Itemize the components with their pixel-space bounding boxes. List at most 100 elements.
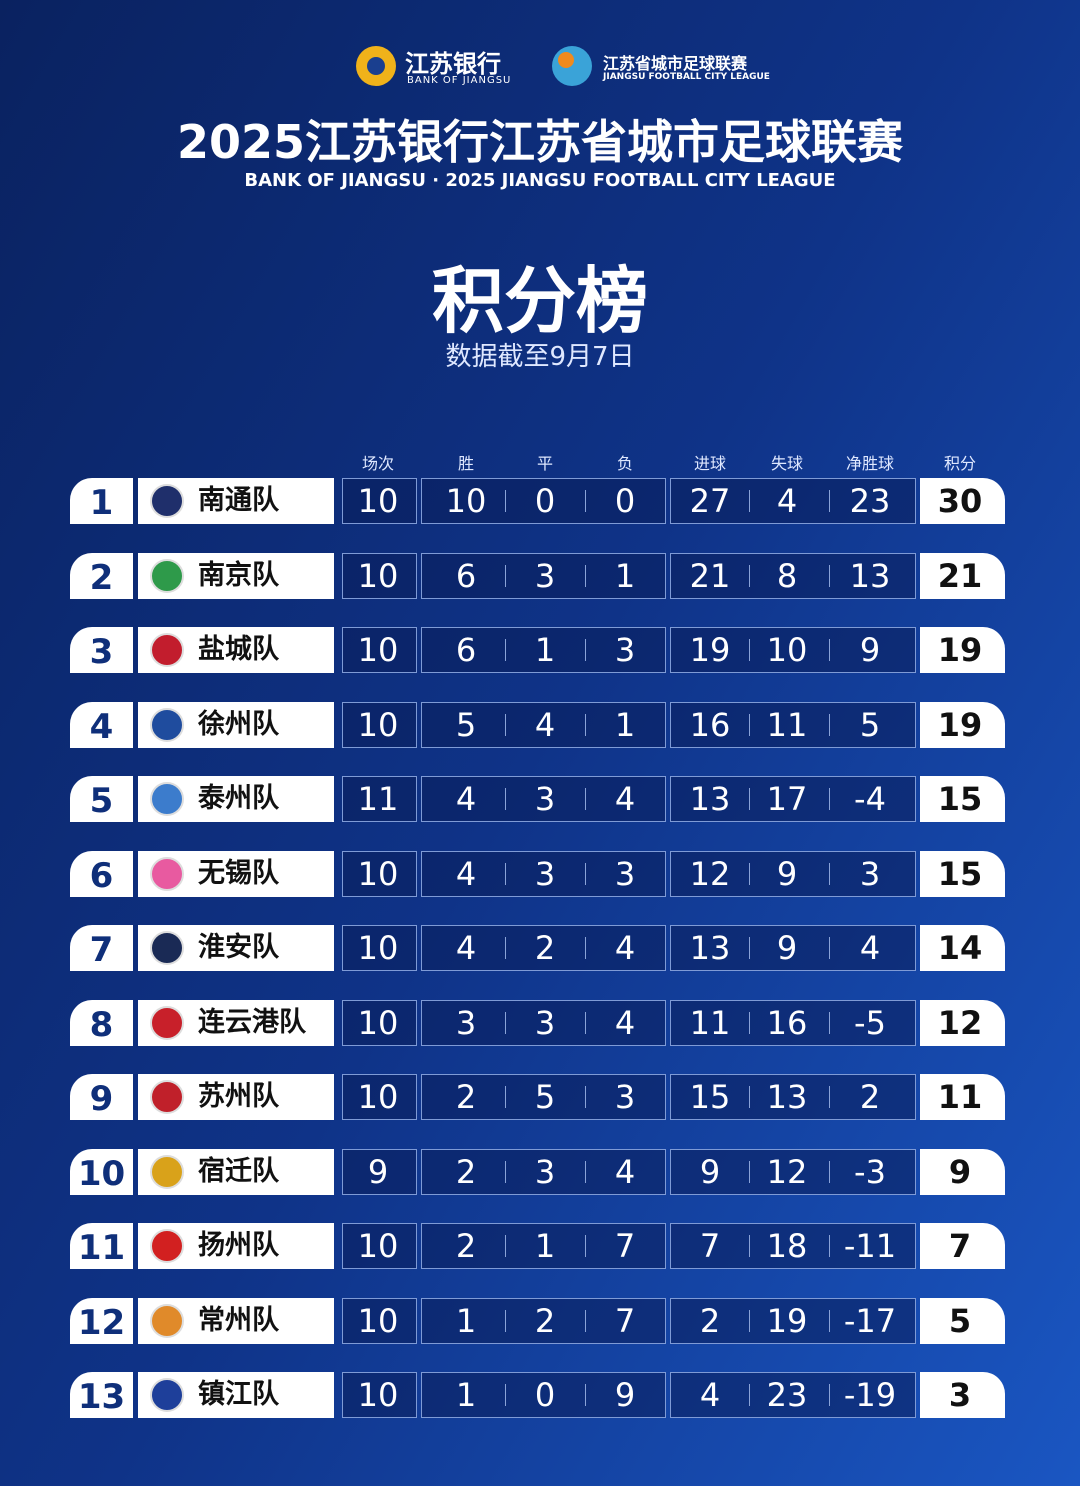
stat-group bbox=[421, 1297, 666, 1344]
stat: 27 bbox=[689, 482, 731, 520]
points-box bbox=[920, 850, 1005, 897]
stat: 2 bbox=[699, 1301, 721, 1340]
stat: 4 bbox=[614, 1152, 636, 1191]
stat: 10 bbox=[357, 854, 399, 893]
points-box bbox=[920, 701, 1005, 748]
stat: -4 bbox=[854, 780, 886, 818]
rank-box bbox=[70, 776, 133, 822]
stat: 4 bbox=[614, 780, 636, 818]
column-header: 失球 bbox=[770, 454, 803, 473]
divider bbox=[829, 713, 830, 736]
team-name: 苏州队 bbox=[198, 1081, 279, 1112]
date-note: 数据截至9月7日 bbox=[445, 342, 635, 372]
stat: 7 bbox=[699, 1227, 721, 1265]
stat-group bbox=[421, 1148, 666, 1195]
team-name: 淮安队 bbox=[198, 932, 279, 963]
divider bbox=[585, 1086, 586, 1108]
divider bbox=[749, 1086, 750, 1108]
stat: 21 bbox=[689, 556, 731, 595]
divider bbox=[829, 1235, 830, 1257]
rank-box bbox=[70, 1074, 133, 1120]
stat-group bbox=[421, 1223, 666, 1269]
team-logo bbox=[150, 1378, 184, 1412]
stat: 2 bbox=[859, 1078, 881, 1116]
team-name: 扬州队 bbox=[198, 1230, 279, 1261]
stat: 17 bbox=[766, 780, 808, 818]
divider bbox=[749, 1160, 750, 1183]
team-name: 宿迁队 bbox=[198, 1155, 279, 1187]
team-logo bbox=[150, 856, 184, 891]
stat-group bbox=[421, 1074, 666, 1120]
stat: 16 bbox=[766, 1003, 808, 1042]
stat-group bbox=[342, 1074, 417, 1120]
divider bbox=[505, 1086, 506, 1108]
stat: 13 bbox=[849, 556, 891, 595]
league-logo-inner bbox=[558, 52, 574, 68]
points: 11 bbox=[937, 1078, 983, 1116]
team-name: 泰州队 bbox=[198, 783, 279, 814]
divider bbox=[749, 639, 750, 661]
points: 19 bbox=[937, 705, 983, 744]
stat: 2 bbox=[534, 1301, 556, 1340]
league-name-en: JIANGSU FOOTBALL CITY LEAGUE bbox=[603, 72, 770, 82]
divider bbox=[585, 788, 586, 810]
stat-group bbox=[670, 925, 916, 971]
stat: 3 bbox=[534, 556, 556, 595]
points-box bbox=[920, 1372, 1005, 1418]
rank-box bbox=[70, 1148, 133, 1195]
divider bbox=[585, 937, 586, 959]
stat: 10 bbox=[357, 631, 399, 669]
stat-group bbox=[342, 627, 417, 673]
stat: 3 bbox=[455, 1003, 477, 1042]
stat-group bbox=[342, 1372, 417, 1418]
team-logo bbox=[150, 1229, 184, 1263]
stat: 3 bbox=[614, 631, 636, 669]
stat: 10 bbox=[766, 631, 808, 669]
stat-group bbox=[421, 701, 666, 748]
divider bbox=[505, 937, 506, 959]
divider bbox=[829, 1309, 830, 1332]
points: 12 bbox=[937, 1003, 983, 1042]
points-box bbox=[920, 627, 1005, 673]
column-header: 胜 bbox=[457, 454, 474, 473]
column-header: 平 bbox=[536, 454, 553, 473]
stat-group bbox=[342, 1223, 417, 1269]
stat: 4 bbox=[859, 929, 881, 967]
stat: 3 bbox=[534, 854, 556, 893]
team-logo bbox=[150, 633, 184, 667]
stat: 10 bbox=[445, 482, 487, 520]
stat: 5 bbox=[534, 1078, 556, 1116]
stat: 9 bbox=[859, 631, 881, 669]
divider bbox=[749, 1309, 750, 1332]
title: 2025江苏银行江苏省城市足球联赛 bbox=[176, 115, 904, 169]
divider bbox=[749, 788, 750, 810]
rank-box bbox=[70, 478, 133, 524]
rank: 11 bbox=[77, 1228, 126, 1268]
stat-group bbox=[670, 776, 916, 822]
team-logo bbox=[150, 558, 184, 593]
points-box bbox=[920, 925, 1005, 971]
divider bbox=[505, 1309, 506, 1332]
stat: 18 bbox=[766, 1227, 808, 1265]
stat: 12 bbox=[689, 854, 731, 893]
divider bbox=[585, 1160, 586, 1183]
stat: 10 bbox=[357, 482, 399, 520]
stat-group bbox=[421, 552, 666, 599]
points-box bbox=[920, 1297, 1005, 1344]
stat-group bbox=[421, 776, 666, 822]
rank-box bbox=[70, 1223, 133, 1269]
league-name: 江苏省城市足球联赛 bbox=[603, 54, 748, 73]
stat: 0 bbox=[534, 1376, 556, 1414]
stat-group bbox=[670, 999, 916, 1046]
stat: 7 bbox=[614, 1227, 636, 1265]
points-box bbox=[920, 776, 1005, 822]
stat-group bbox=[670, 552, 916, 599]
sponsor-logos: 江苏银行 BANK OF JIANGSU 江苏省城市足球联赛 JIANGSU F… bbox=[0, 42, 1080, 92]
column-header: 进球 bbox=[693, 454, 726, 473]
points: 9 bbox=[948, 1152, 972, 1191]
stat: 9 bbox=[367, 1152, 389, 1191]
team-name: 盐城队 bbox=[198, 634, 279, 665]
divider bbox=[749, 1384, 750, 1406]
points: 7 bbox=[948, 1227, 972, 1265]
stat-group bbox=[342, 478, 417, 524]
